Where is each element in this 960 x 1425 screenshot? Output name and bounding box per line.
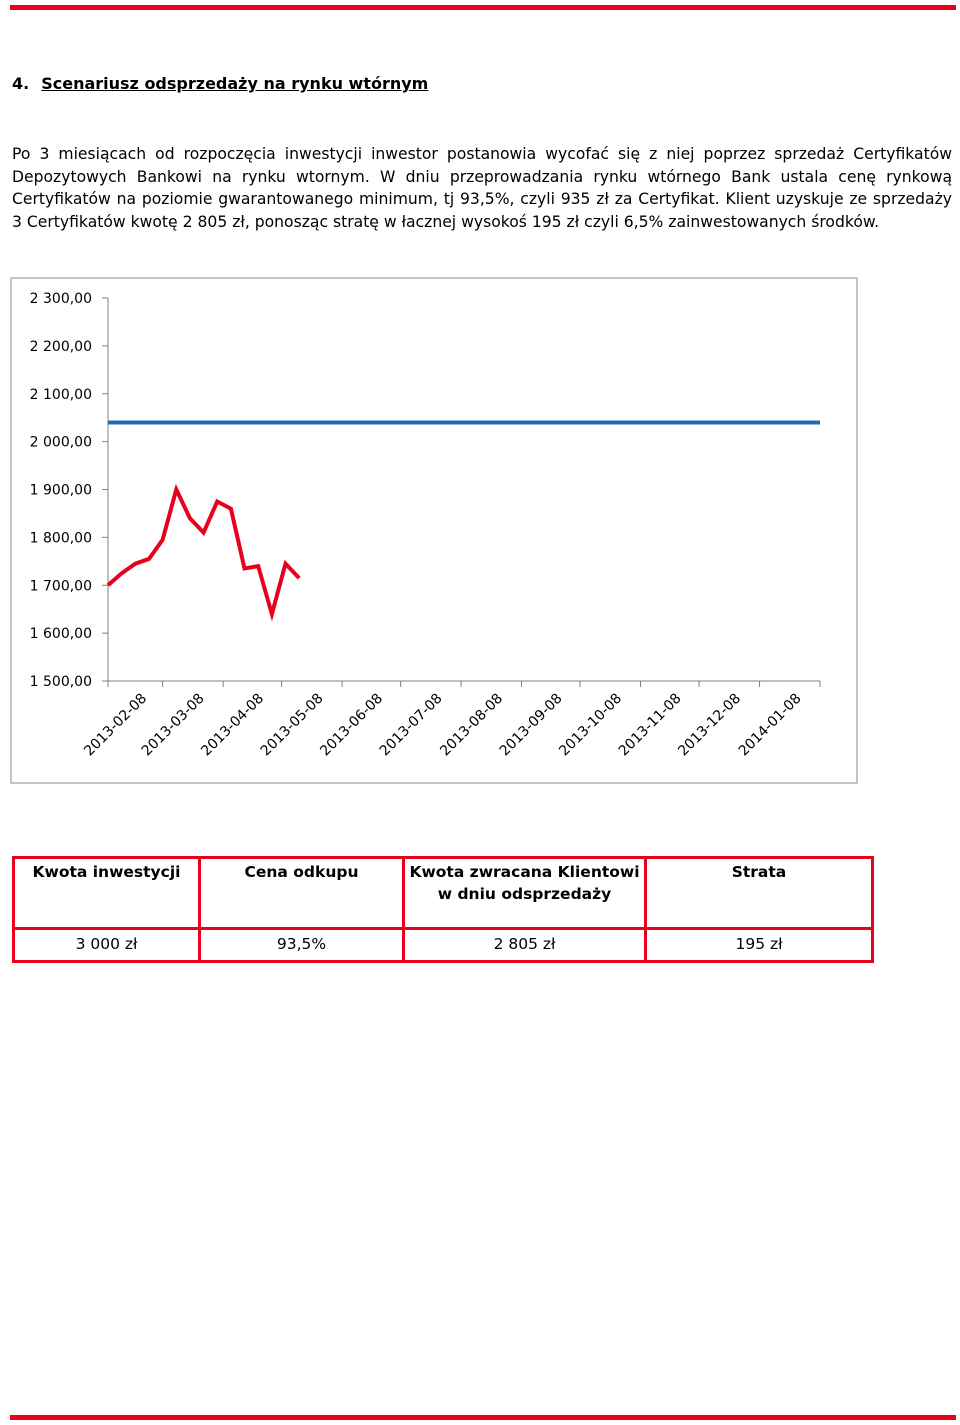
section-title: Scenariusz odsprzedaży na rynku wtórnym [41, 74, 429, 93]
series-layer [106, 420, 820, 622]
header-loss: Strata [644, 856, 874, 930]
section-number: 4. [12, 74, 30, 93]
x-tick-label: 2013-12-08 [675, 691, 744, 760]
x-tick-label: 2013-06-08 [317, 691, 386, 760]
price-chart: 2 300,00 2 200,00 2 100,00 2 000,00 1 900,00… [10, 277, 860, 785]
section-heading: 4. Scenariusz odsprzedaży na rynku wtórny… [12, 74, 428, 93]
x-tick-label: 2013-05-08 [258, 691, 327, 760]
bottom-red-rule [10, 1415, 956, 1420]
y-tick-label: 2 100,00 [30, 387, 92, 403]
x-tick-label: 2013-09-08 [497, 691, 566, 760]
x-tick-label: 2013-04-08 [198, 691, 267, 760]
y-axis: 2 300,00 2 200,00 2 100,00 2 000,00 1 900,00… [30, 291, 109, 690]
x-tick-label: 2013-07-08 [377, 691, 446, 760]
x-tick-label: 2013-10-08 [556, 691, 625, 760]
x-tick-label: 2014-01-08 [736, 691, 805, 760]
y-tick-label: 1 900,00 [30, 483, 92, 499]
summary-table: Kwota inwestycji Cena odkupu Kwota zwrac… [12, 856, 874, 963]
top-red-rule [10, 5, 956, 10]
header-investment: Kwota inwestycji [12, 856, 201, 930]
y-tick-label: 2 000,00 [30, 435, 92, 451]
y-tick-label: 1 500,00 [30, 674, 92, 690]
y-tick-label: 2 300,00 [30, 291, 92, 307]
table-header-row: Kwota inwestycji Cena odkupu Kwota zwrac… [12, 856, 874, 930]
header-returned-amount: Kwota zwracana Klientowi w dniu odsprzed… [402, 856, 647, 930]
cell-loss: 195 zł [644, 927, 874, 963]
x-tick-label: 2013-11-08 [616, 691, 685, 760]
chart-frame [10, 277, 858, 784]
chart-svg: 2 300,00 2 200,00 2 100,00 2 000,00 1 900,00… [10, 277, 858, 784]
cell-buyback-price: 93,5% [198, 927, 405, 963]
header-buyback-price: Cena odkupu [198, 856, 405, 930]
y-tick-label: 1 700,00 [30, 578, 92, 594]
series-line-2 [106, 483, 301, 622]
y-tick-label: 1 600,00 [30, 626, 92, 642]
y-tick-label: 1 800,00 [30, 530, 92, 546]
cell-returned-amount: 2 805 zł [402, 927, 647, 963]
y-tick-label: 2 200,00 [30, 339, 92, 355]
x-tick-label: 2013-08-08 [437, 691, 506, 760]
cell-investment: 3 000 zł [12, 927, 201, 963]
x-tick-label: 2013-03-08 [139, 691, 208, 760]
table-row: 3 000 zł 93,5% 2 805 zł 195 zł [12, 927, 874, 963]
x-axis: 2013-02-082013-03-082013-04-082013-05-08… [81, 680, 821, 760]
scenario-paragraph: Po 3 miesiącach od rozpoczęcia inwestycj… [12, 145, 952, 231]
